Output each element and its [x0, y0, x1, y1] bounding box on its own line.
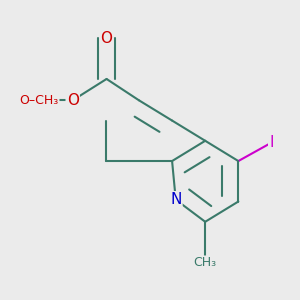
Text: O–CH₃: O–CH₃	[19, 94, 58, 107]
Text: O: O	[100, 31, 112, 46]
Text: CH₃: CH₃	[194, 256, 217, 269]
Text: O: O	[67, 93, 79, 108]
Text: N: N	[170, 192, 182, 207]
Text: I: I	[269, 135, 274, 150]
